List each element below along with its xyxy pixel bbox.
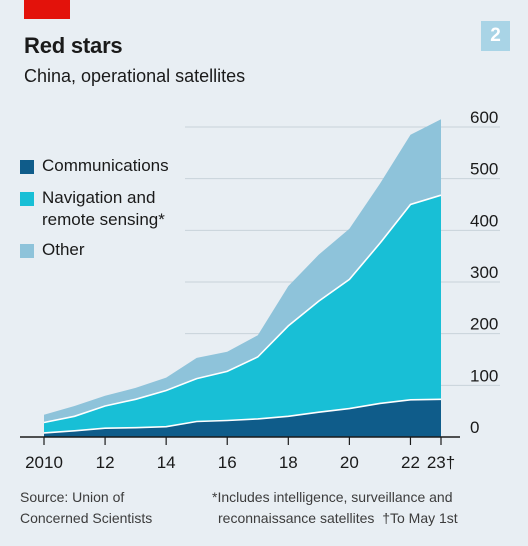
chart-subtitle: China, operational satellites [24, 66, 246, 86]
chart-number-badge: 2 [481, 21, 510, 51]
source-line-1: Source: Union of [20, 489, 125, 505]
footnote-line-1: *Includes intelligence, surveillance and [212, 489, 453, 505]
x-tick-label-2012: 12 [96, 453, 115, 472]
x-tick-label-2023: 23† [427, 453, 455, 472]
y-tick-label-300: 300 [470, 263, 498, 282]
legend-label-other: Other [42, 240, 85, 259]
footnote: *Includes intelligence, surveillance and… [212, 487, 512, 529]
legend-swatch-navigation [20, 192, 34, 206]
footnote-line-2-text: reconnaissance satellites [218, 510, 375, 526]
area-other [44, 119, 441, 423]
legend-label-communications: Communications [42, 156, 169, 175]
y-tick-label-400: 400 [470, 211, 498, 230]
y-tick-label-0: 0 [470, 418, 479, 437]
legend-item-other: Other [20, 239, 169, 261]
x-tick-label-2022: 22 [401, 453, 420, 472]
area-communications-boundary [43, 398, 442, 434]
legend-item-navigation: Navigation and remote sensing* [20, 187, 169, 231]
legend-label-navigation-1: Navigation and [42, 188, 156, 207]
legend-item-communications: Communications [20, 155, 169, 177]
footnote-date-note: †To May 1st [382, 510, 458, 526]
y-tick-label-600: 600 [470, 108, 498, 127]
footnote-line-2: reconnaissance satellites †To May 1st [212, 508, 512, 529]
y-tick-label-200: 200 [470, 315, 498, 334]
accent-tag [24, 0, 70, 19]
legend-swatch-other [20, 244, 34, 258]
source-note: Source: Union of Concerned Scientists [20, 487, 190, 529]
legend-label-navigation-2: remote sensing* [42, 210, 165, 229]
x-tick-label-2016: 16 [218, 453, 237, 472]
y-tick-label-500: 500 [470, 160, 498, 179]
x-tick-label-2014: 14 [157, 453, 176, 472]
x-tick-label-2018: 18 [279, 453, 298, 472]
legend-swatch-communications [20, 160, 34, 174]
x-tick-label-2010: 2010 [25, 453, 63, 472]
area-navigation-boundary [43, 194, 442, 424]
area-navigation [44, 195, 441, 433]
x-tick-label-2020: 20 [340, 453, 359, 472]
y-tick-label-100: 100 [470, 366, 498, 385]
source-line-2: Concerned Scientists [20, 510, 153, 526]
legend: Communications Navigation and remote sen… [20, 155, 169, 271]
chart-title: Red stars [24, 33, 123, 58]
